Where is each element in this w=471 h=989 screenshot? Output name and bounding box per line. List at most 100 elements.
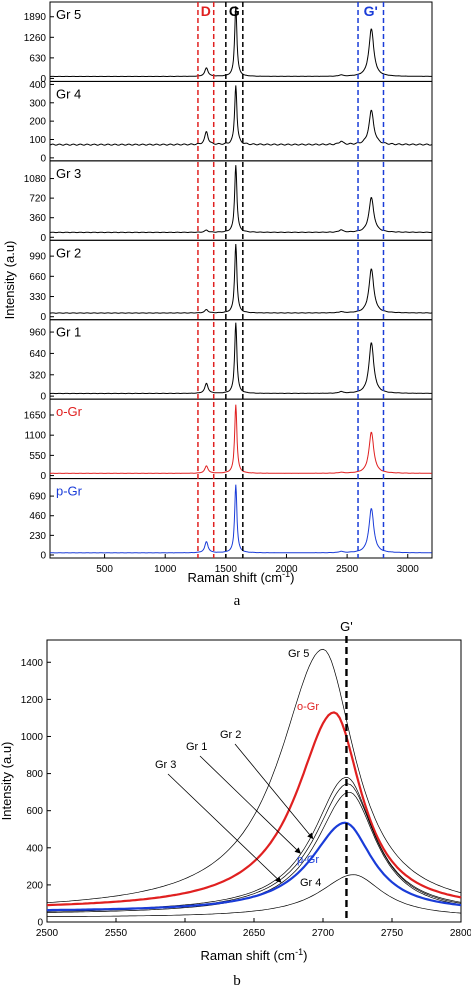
y-tick-label: 1890 bbox=[24, 12, 47, 23]
y-tick-label: 460 bbox=[29, 511, 46, 522]
subplot-frame-o-gr bbox=[49, 398, 433, 480]
y-tick-label: 100 bbox=[29, 135, 46, 146]
x-axis-title-superscript: -1 bbox=[295, 947, 303, 957]
series-label-gr-2: Gr 2 bbox=[56, 245, 81, 260]
y-tick-label: 640 bbox=[29, 349, 46, 360]
caption-a: a bbox=[234, 593, 241, 609]
x-tick-label: 1500 bbox=[215, 564, 238, 575]
annotation-p-gr: p-Gr bbox=[297, 854, 319, 866]
y-tick-label: 360 bbox=[29, 213, 46, 224]
x-axis-title: Raman shift (cm-1) bbox=[188, 569, 295, 585]
annotation-arrow-gr-3 bbox=[167, 773, 278, 879]
annotation-o-gr: o-Gr bbox=[297, 701, 319, 713]
annotation-arrowhead-gr-2 bbox=[307, 832, 314, 840]
annotation-gr-1: Gr 1 bbox=[186, 741, 207, 753]
annotation-arrow-gr-2 bbox=[234, 743, 310, 835]
y-tick-label: 200 bbox=[26, 880, 43, 891]
panel-b-chart: 0 200 400 600 800 1000 1200 1400 2500 2550 2600 265… bbox=[0, 619, 471, 963]
y-tick-label: 400 bbox=[29, 80, 46, 91]
band-marker-label-d: D bbox=[201, 3, 211, 19]
series-line-gr-1 bbox=[50, 322, 432, 395]
y-tick-label: 0 bbox=[40, 551, 46, 562]
plot-frame bbox=[46, 639, 462, 923]
annotation-gr-5: Gr 5 bbox=[288, 648, 309, 660]
series-label-p-gr: p-Gr bbox=[56, 484, 83, 499]
x-tick-label: 2600 bbox=[174, 928, 197, 939]
y-tick-label: 550 bbox=[29, 451, 46, 462]
series-label-gr-3: Gr 3 bbox=[56, 166, 81, 181]
x-axis-title-tail: ) bbox=[303, 948, 307, 963]
band-marker-label-g: G bbox=[229, 3, 240, 19]
y-tick-label: 400 bbox=[26, 843, 43, 854]
y-tick-label: 1100 bbox=[24, 431, 46, 442]
y-tick-label: 330 bbox=[29, 292, 46, 303]
y-tick-label: 1200 bbox=[21, 695, 44, 706]
subplot-frame-p-gr bbox=[49, 478, 433, 559]
series-line-p-gr bbox=[47, 821, 462, 912]
annotation-gr-3: Gr 3 bbox=[155, 759, 176, 771]
x-tick-label: 2500 bbox=[36, 928, 59, 939]
series-line-p-gr bbox=[50, 484, 432, 554]
series-label-gr-4: Gr 4 bbox=[56, 86, 81, 101]
y-tick-label: 1650 bbox=[24, 410, 47, 421]
annotation-gr-2: Gr 2 bbox=[220, 729, 241, 741]
x-tick-label: 1000 bbox=[154, 564, 177, 575]
y-tick-label: 600 bbox=[26, 806, 43, 817]
y-tick-label: 630 bbox=[29, 53, 46, 64]
series-line-gr-5 bbox=[46, 648, 462, 903]
y-tick-label: 0 bbox=[40, 233, 46, 244]
y-tick-label: 0 bbox=[40, 153, 46, 164]
x-tick-label: 2750 bbox=[381, 928, 404, 939]
series-line-o-gr bbox=[46, 711, 462, 907]
x-tick-label: 2800 bbox=[450, 928, 471, 939]
x-axis-title-superscript: -1 bbox=[282, 569, 290, 579]
y-tick-label: 960 bbox=[29, 328, 46, 339]
y-tick-label: 0 bbox=[40, 471, 46, 482]
y-tick-label: 200 bbox=[29, 117, 46, 128]
y-tick-label: 0 bbox=[40, 74, 46, 85]
series-line-gr-4 bbox=[47, 874, 462, 917]
y-tick-label: 1080 bbox=[24, 174, 47, 185]
series-line-o-gr bbox=[50, 404, 432, 474]
x-axis-title-tail: ) bbox=[290, 570, 294, 585]
series-line-gr-2 bbox=[47, 783, 462, 912]
series-line-gr-4 bbox=[49, 85, 432, 146]
panel-a-chart: 0 630 1260 1890 Gr 5 0 100 200 300 400 Gr 4 0 360 720… bbox=[2, 1, 433, 585]
series-line-gr-1 bbox=[47, 777, 462, 911]
annotation-gr-4: Gr 4 bbox=[300, 877, 321, 889]
y-axis-title: Intensity (a.u) bbox=[0, 742, 14, 821]
x-tick-label: 2000 bbox=[275, 564, 298, 575]
y-tick-label: 690 bbox=[29, 492, 46, 503]
annotation-arrowhead-gr-1 bbox=[294, 847, 301, 854]
g-prime-marker-label: G' bbox=[340, 619, 353, 634]
series-label-gr-1: Gr 1 bbox=[56, 325, 81, 340]
y-tick-label: 990 bbox=[29, 252, 46, 263]
y-tick-label: 1260 bbox=[24, 33, 47, 44]
y-tick-label: 660 bbox=[29, 272, 46, 283]
y-tick-label: 230 bbox=[29, 531, 46, 542]
x-tick-label: 3000 bbox=[397, 564, 420, 575]
y-tick-label: 800 bbox=[26, 769, 43, 780]
y-tick-label: 0 bbox=[37, 918, 43, 929]
x-tick-label: 500 bbox=[96, 564, 113, 575]
y-axis-title: Intensity (a.u) bbox=[2, 241, 17, 320]
y-tick-label: 0 bbox=[40, 392, 46, 403]
series-label-o-gr: o-Gr bbox=[56, 404, 83, 419]
y-tick-label: 320 bbox=[29, 370, 46, 381]
x-tick-label: 2550 bbox=[105, 928, 128, 939]
band-marker-label-g: G' bbox=[364, 3, 378, 19]
y-tick-label: 1000 bbox=[21, 732, 44, 743]
annotation-arrow-gr-1 bbox=[199, 755, 297, 850]
series-label-gr-5: Gr 5 bbox=[56, 7, 81, 22]
caption-b: b bbox=[233, 973, 241, 989]
x-tick-label: 2500 bbox=[336, 564, 359, 575]
x-axis-title: Raman shift (cm-1) bbox=[201, 947, 308, 963]
subplot-frame-gr-1 bbox=[49, 319, 433, 400]
y-tick-label: 1400 bbox=[21, 658, 44, 669]
annotation-arrowhead-gr-3 bbox=[275, 876, 282, 883]
y-tick-label: 720 bbox=[29, 194, 46, 205]
x-tick-label: 2700 bbox=[312, 928, 335, 939]
subplot-frame-gr-4 bbox=[49, 80, 433, 162]
x-tick-label: 2650 bbox=[243, 928, 266, 939]
